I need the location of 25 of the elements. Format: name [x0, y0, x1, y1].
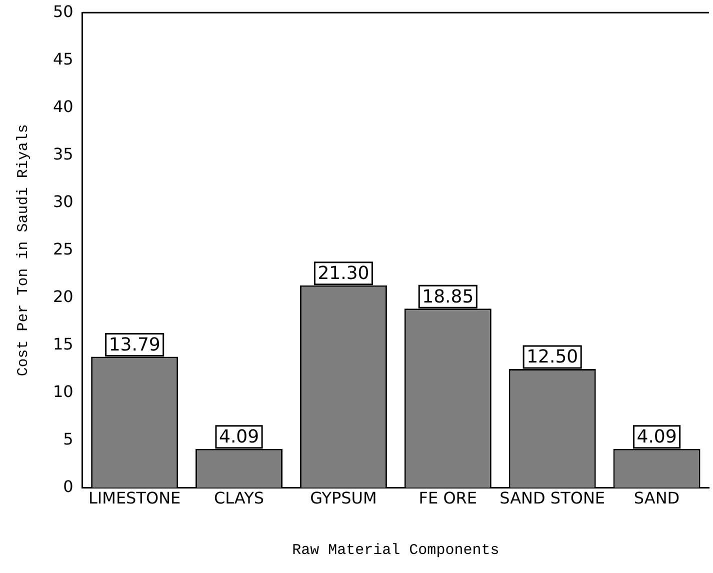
data-label: 4.09	[636, 426, 677, 448]
y-tick-label: 5	[63, 429, 74, 448]
data-label: 13.79	[108, 334, 160, 356]
y-tick-label: 15	[53, 334, 74, 354]
y-tick-label: 30	[53, 192, 74, 211]
x-tick-label: SAND	[634, 488, 680, 508]
data-label: 21.30	[318, 263, 370, 284]
x-tick-label: GYPSUM	[310, 488, 377, 508]
y-tick-label: 50	[53, 2, 74, 21]
data-label: 18.85	[422, 286, 474, 308]
data-label: 12.50	[526, 346, 578, 368]
y-tick-label: 40	[53, 96, 74, 116]
data-label: 4.09	[218, 426, 260, 448]
y-tick-label: 25	[53, 239, 74, 258]
y-tick-label: 20	[53, 286, 74, 306]
x-tick-label: FE ORE	[418, 488, 478, 508]
y-axis-title: Cost Per Ton in Saudi Riyals	[14, 124, 32, 376]
x-axis-title: Raw Material Components	[292, 542, 500, 559]
y-tick-label: 0	[63, 476, 74, 496]
y-tick-label: 10	[53, 382, 74, 401]
x-tick-label: LIMESTONE	[88, 488, 181, 508]
y-tick-label: 35	[53, 144, 74, 164]
y-tick-label: 45	[53, 49, 74, 68]
x-tick-label: SAND STONE	[500, 488, 606, 508]
x-tick-label: CLAYS	[214, 488, 264, 508]
